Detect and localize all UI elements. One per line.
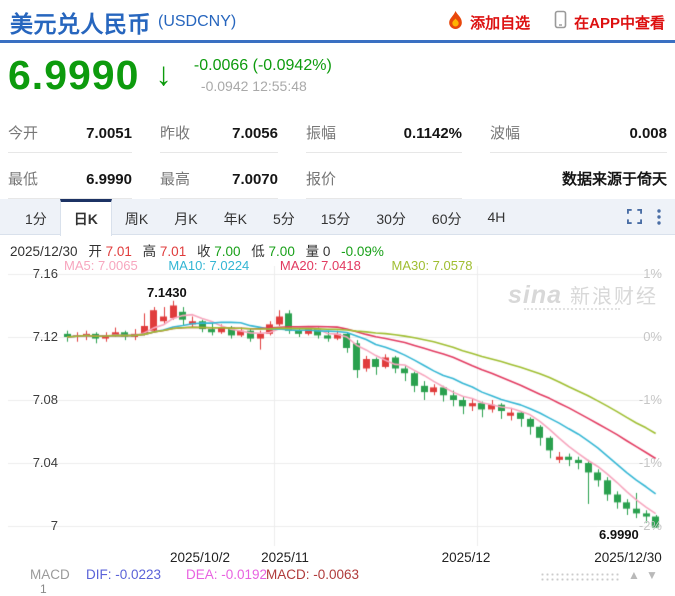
fullscreen-icon[interactable] [627,209,642,224]
pct-axis-label: 1% [643,266,662,281]
pct-axis-label: -2% [638,518,662,533]
bar-open: 7.01 [105,244,132,259]
stat-low: 最低 6.9990 [8,163,132,199]
y-axis-label: 7.12 [32,329,58,344]
bar-high: 7.01 [159,244,187,259]
kline-chart-region: 7.16 7.12 7.08 7.04 7 1% 0% -1% -1% -2% … [0,264,675,596]
tab-4h[interactable]: 4H [487,209,506,225]
low-annotation: 6.9990 [597,527,641,542]
y-axis-label: 7.16 [32,266,58,281]
macd-dif-value: DIF: -0.0223 [86,567,162,582]
data-source: 数据来源于倚天 [561,171,667,188]
macd-macd-value: MACD: -0.0063 [266,567,360,582]
price-summary: 6.9990 ↓ -0.0066 (-0.0942%) -0.0942 12:5… [0,47,675,96]
scroll-down-arrow-icon[interactable]: ▼ [646,568,658,582]
last-price: 6.9990 [8,52,140,98]
macd-label: MACD [30,567,70,582]
stat-range: 波幅 0.008 [490,117,667,153]
tab-60min[interactable]: 60分 [431,211,462,227]
stat-open: 今开 7.0051 [8,117,132,153]
chart-scrollbar[interactable] [540,572,620,581]
tab-15min[interactable]: 15分 [320,211,351,227]
stat-amplitude: 振幅 0.1142% [306,117,462,153]
tab-weekly-k[interactable]: 周K [124,211,149,227]
x-axis-label: 2025/12/30 [594,550,662,565]
tab-30min[interactable]: 30分 [376,211,406,227]
y-axis-label: 7.04 [32,455,58,470]
bar-volume: 0 [322,244,331,259]
stat-quote: 报价 [306,163,462,199]
macd-dea-value: DEA: -0.0192 [186,567,268,582]
view-in-app-button[interactable]: 在APP中查看 [574,14,665,32]
scroll-up-arrow-icon[interactable]: ▲ [628,568,640,582]
x-axis-label: 2025/10/2 [169,550,231,565]
high-annotation: 7.1430 [147,285,187,300]
stat-prev-close: 昨收 7.0056 [160,117,278,153]
bar-pct: -0.09% [341,244,384,259]
page-header: 美元兑人民币 (USDCNY) 添加自选 在APP中查看 [0,0,675,43]
pct-axis-label: -1% [638,455,662,470]
more-menu-icon[interactable] [657,208,661,225]
tab-1min[interactable]: 1分 [25,211,47,227]
price-change: -0.0066 (-0.0942%) [193,57,332,74]
macd-axis-partial: 1 [40,582,47,596]
down-arrow-icon: ↓ [155,55,172,92]
quote-stats: 今开 7.0051 昨收 7.0056 振幅 0.1142% 波幅 0.008 … [0,117,675,199]
sina-watermark: sina 新浪财经 [508,281,659,309]
instrument-symbol: (USDCNY) [158,13,237,30]
flame-icon [448,10,463,34]
ohlc-info-bar: 2025/12/30 开 7.01 高 7.01 收 7.00 低 7.00 量… [10,244,384,259]
bar-date: 2025/12/30 [10,244,78,259]
tab-daily-k[interactable]: 日K [59,199,112,236]
add-watchlist-button[interactable]: 添加自选 [470,14,531,32]
bar-close: 7.00 [214,244,241,259]
tab-monthly-k[interactable]: 月K [174,211,198,227]
stat-high: 最高 7.0070 [160,163,278,199]
kline-canvas[interactable] [0,264,675,548]
price-change-detail: -0.0942 12:55:48 [200,78,307,94]
instrument-title: 美元兑人民币 [10,11,151,37]
tab-yearly-k[interactable]: 年K [223,211,247,227]
pct-axis-label: -1% [638,392,662,407]
y-axis-label: 7.08 [32,392,58,407]
tab-5min[interactable]: 5分 [272,211,295,227]
period-tabbar: 1分 日K 周K 月K 年K 5分 15分 30分 60分 4H [0,199,675,236]
x-axis-label: 2025/11 [261,550,309,565]
bar-low: 7.00 [268,244,295,259]
pct-axis-label: 0% [643,329,662,344]
x-axis-label: 2025/12 [441,550,491,565]
watermark-subline [524,308,620,310]
phone-icon [554,10,567,34]
y-axis-label: 7 [50,518,58,533]
